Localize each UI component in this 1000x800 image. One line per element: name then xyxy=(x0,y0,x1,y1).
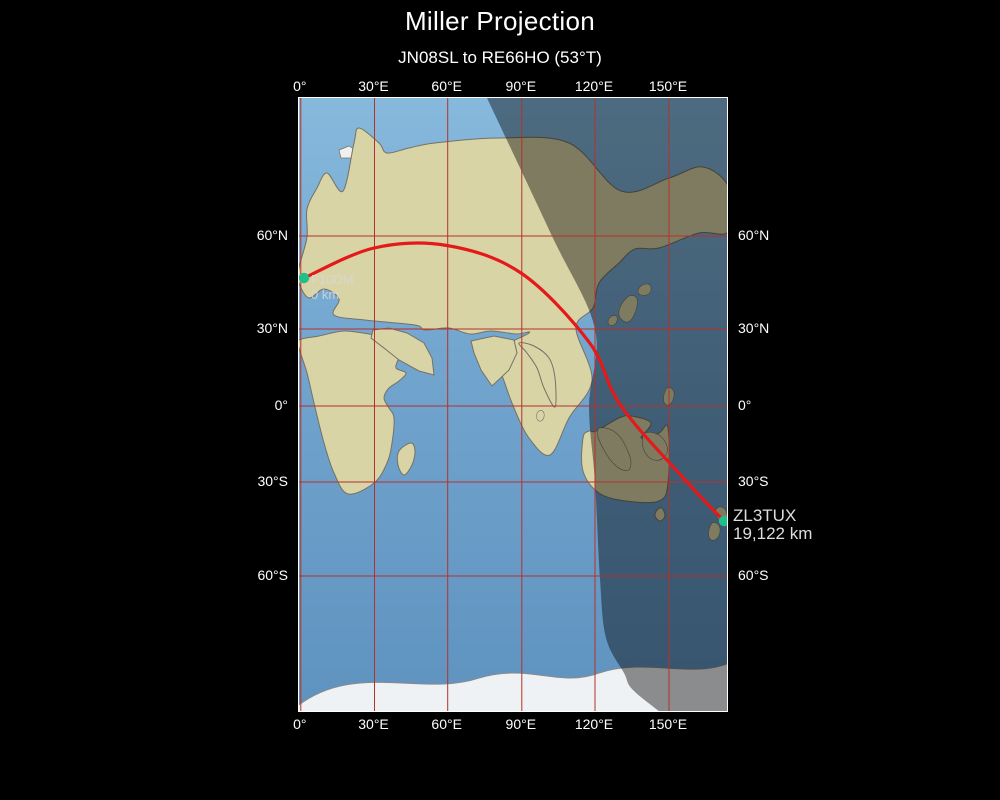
svg-text:0 km: 0 km xyxy=(311,287,339,302)
svg-text:F10DM: F10DM xyxy=(311,272,354,287)
